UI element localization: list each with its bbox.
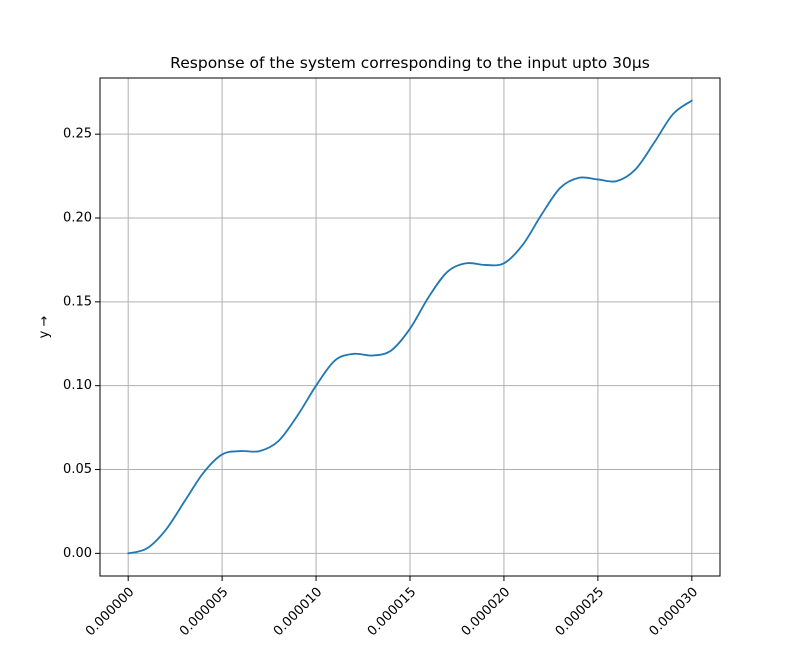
chart-title: Response of the system corresponding to … xyxy=(170,54,650,72)
y-tick-label: 0.20 xyxy=(63,211,92,226)
y-axis-label: y → xyxy=(37,316,52,339)
y-tick-label: 0.25 xyxy=(63,127,92,142)
series-line xyxy=(127,99,693,555)
grid xyxy=(100,78,720,576)
y-tick-label: 0.15 xyxy=(63,294,92,309)
y-tick-label: 0.05 xyxy=(63,462,92,477)
y-tick-label: 0.10 xyxy=(63,378,92,393)
y-tick-label: 0.00 xyxy=(63,546,92,561)
